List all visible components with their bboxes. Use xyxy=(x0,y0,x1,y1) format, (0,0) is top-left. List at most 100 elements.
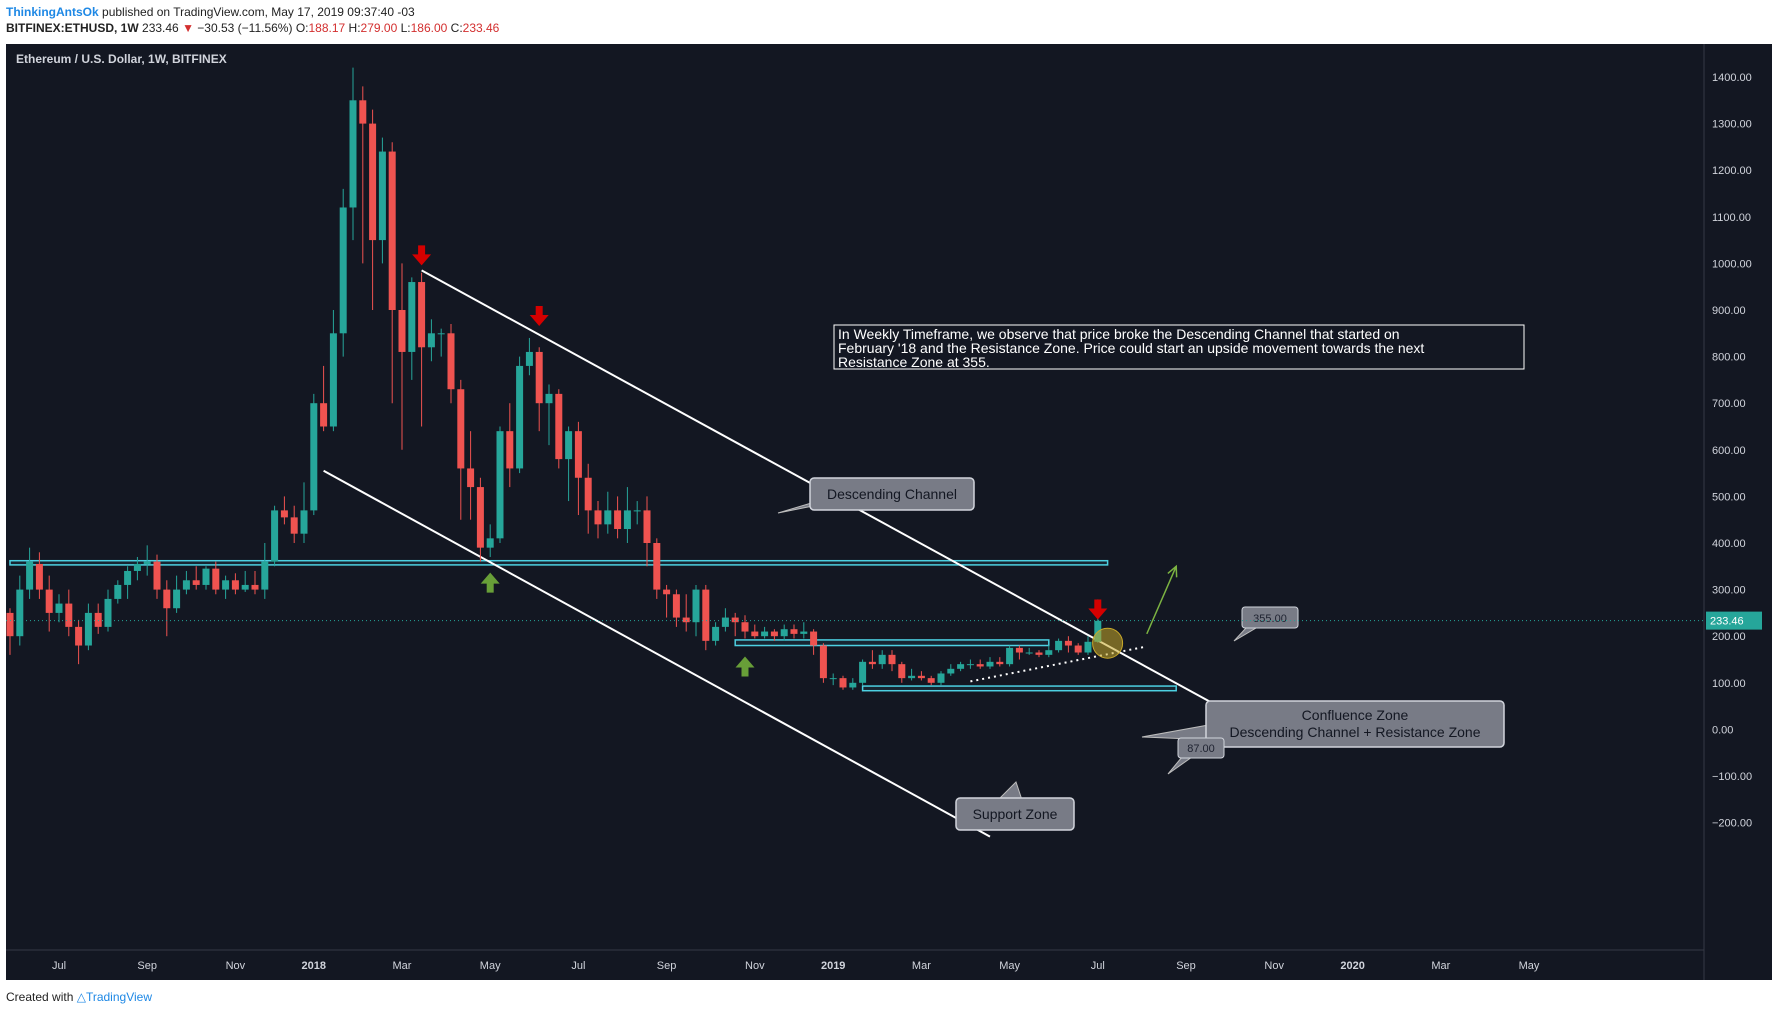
candle-body xyxy=(663,589,671,595)
candle xyxy=(408,277,416,380)
candle xyxy=(614,496,622,539)
candle-body xyxy=(741,622,749,632)
candle xyxy=(65,589,73,637)
candle xyxy=(908,668,916,681)
candle xyxy=(966,659,974,669)
candle-body xyxy=(721,617,729,627)
y-tick-label: 700.00 xyxy=(1712,398,1746,410)
candle-body xyxy=(888,654,896,665)
x-tick-label: Mar xyxy=(1431,960,1450,972)
candle xyxy=(182,570,190,595)
x-tick-label: Mar xyxy=(912,960,931,972)
descending-channel-callout-box xyxy=(809,477,975,511)
support-zone-callout[interactable]: Support Zone xyxy=(955,781,1075,831)
candle xyxy=(947,664,955,676)
candle xyxy=(849,678,857,690)
price-axis[interactable]: 1400.00 1300.00 1200.00 1100.00 1000.00 900.0… xyxy=(1712,72,1752,830)
down-triangle-icon: ▼ xyxy=(182,21,194,35)
last-price: 233.46 xyxy=(142,21,179,35)
candle-body xyxy=(898,664,906,679)
tradingview-brand-link[interactable]: TradingView xyxy=(85,990,152,1004)
candle-body xyxy=(486,538,494,548)
resistance-price-callout[interactable]: 355.00 xyxy=(1233,606,1299,642)
y-tick-label: 1300.00 xyxy=(1712,119,1752,131)
candle-body xyxy=(927,678,935,683)
candle-body xyxy=(94,612,102,627)
candle-body xyxy=(574,431,582,478)
candle xyxy=(957,661,965,672)
candles-layer xyxy=(6,67,1102,690)
zone-rect[interactable] xyxy=(9,559,1109,566)
candle-body xyxy=(16,589,24,637)
candle-body xyxy=(565,431,573,460)
candle xyxy=(202,566,210,590)
candle xyxy=(1064,636,1072,653)
x-tick-label: Jul xyxy=(52,960,66,972)
y-tick-label: 1000.00 xyxy=(1712,258,1752,270)
descending-channel-callout[interactable]: Descending Channel xyxy=(777,477,975,514)
publish-info: published on TradingView.com, May 17, 20… xyxy=(102,5,415,19)
candle-body xyxy=(496,431,504,539)
candlestick-chart[interactable]: 1400.00 1300.00 1200.00 1100.00 1000.00 900.0… xyxy=(6,44,1772,980)
candle-body xyxy=(947,668,955,674)
down-arrow-icon xyxy=(412,245,432,266)
candle xyxy=(810,629,818,655)
candle xyxy=(1084,636,1092,655)
lower-channel-line[interactable] xyxy=(323,469,991,838)
y-tick-label: 200.00 xyxy=(1712,631,1746,643)
chart-area[interactable]: 1400.00 1300.00 1200.00 1100.00 1000.00 900.0… xyxy=(6,44,1772,980)
candle-body xyxy=(222,580,230,590)
note-box-frame xyxy=(833,324,1525,370)
author-link[interactable]: ThinkingAntsOk xyxy=(6,5,99,19)
candle-body xyxy=(114,584,122,599)
close-label: C: xyxy=(450,21,463,35)
candle-body xyxy=(584,477,592,511)
x-tick-label: Sep xyxy=(1176,960,1196,972)
note-line-3: Resistance Zone at 355. xyxy=(838,354,990,370)
candle-body xyxy=(966,664,974,666)
y-tick-label: 0.00 xyxy=(1712,724,1733,736)
candle-body xyxy=(378,151,386,241)
candle-body xyxy=(1074,645,1082,653)
zone-rect[interactable] xyxy=(734,639,1050,647)
confluence-zone-callout[interactable]: Confluence Zone Descending Channel + Res… xyxy=(1141,700,1505,748)
candle xyxy=(1006,645,1014,667)
note-line-2: February '18 and the Resistance Zone. Pr… xyxy=(838,340,1424,356)
candle-body xyxy=(476,487,484,548)
candle-body xyxy=(692,589,700,623)
candle-body xyxy=(986,661,994,667)
candle-body xyxy=(359,100,367,124)
candle-body xyxy=(310,403,318,511)
candle-body xyxy=(908,675,916,679)
y-tick-label: 1400.00 xyxy=(1712,72,1752,84)
candle xyxy=(75,619,83,665)
candle-body xyxy=(829,678,837,680)
x-tick-label: Sep xyxy=(137,960,157,972)
candle xyxy=(447,323,455,404)
candle-body xyxy=(467,468,475,488)
candle-body xyxy=(761,631,769,637)
candle-body xyxy=(124,570,132,585)
candle xyxy=(996,657,1004,667)
candle-body xyxy=(1006,647,1014,665)
note-box[interactable]: In Weekly Timeframe, we observe that pri… xyxy=(833,324,1525,370)
candle xyxy=(476,477,484,562)
candle-body xyxy=(457,389,465,469)
support-price-callout[interactable]: 87.00 xyxy=(1167,737,1225,775)
candle-body xyxy=(143,561,151,564)
candle-body xyxy=(506,431,514,469)
candle-body xyxy=(163,589,171,609)
zone-rect[interactable] xyxy=(861,685,1177,692)
candle xyxy=(672,589,680,627)
candle-body xyxy=(976,664,984,667)
chart-title: Ethereum / U.S. Dollar, 1W, BITFINEX xyxy=(16,52,227,66)
candle xyxy=(173,575,181,613)
candle xyxy=(467,431,475,520)
time-axis[interactable]: Jul Sep Nov 2018 Mar May Jul Sep Nov 2019 Mar May Ju… xyxy=(52,960,1540,972)
candle-body xyxy=(182,580,190,590)
confluence-circle xyxy=(1092,627,1124,659)
candle xyxy=(418,272,426,427)
candle-body xyxy=(173,589,181,609)
candle-body xyxy=(819,645,827,679)
footer: Created with △TradingView xyxy=(6,990,152,1004)
